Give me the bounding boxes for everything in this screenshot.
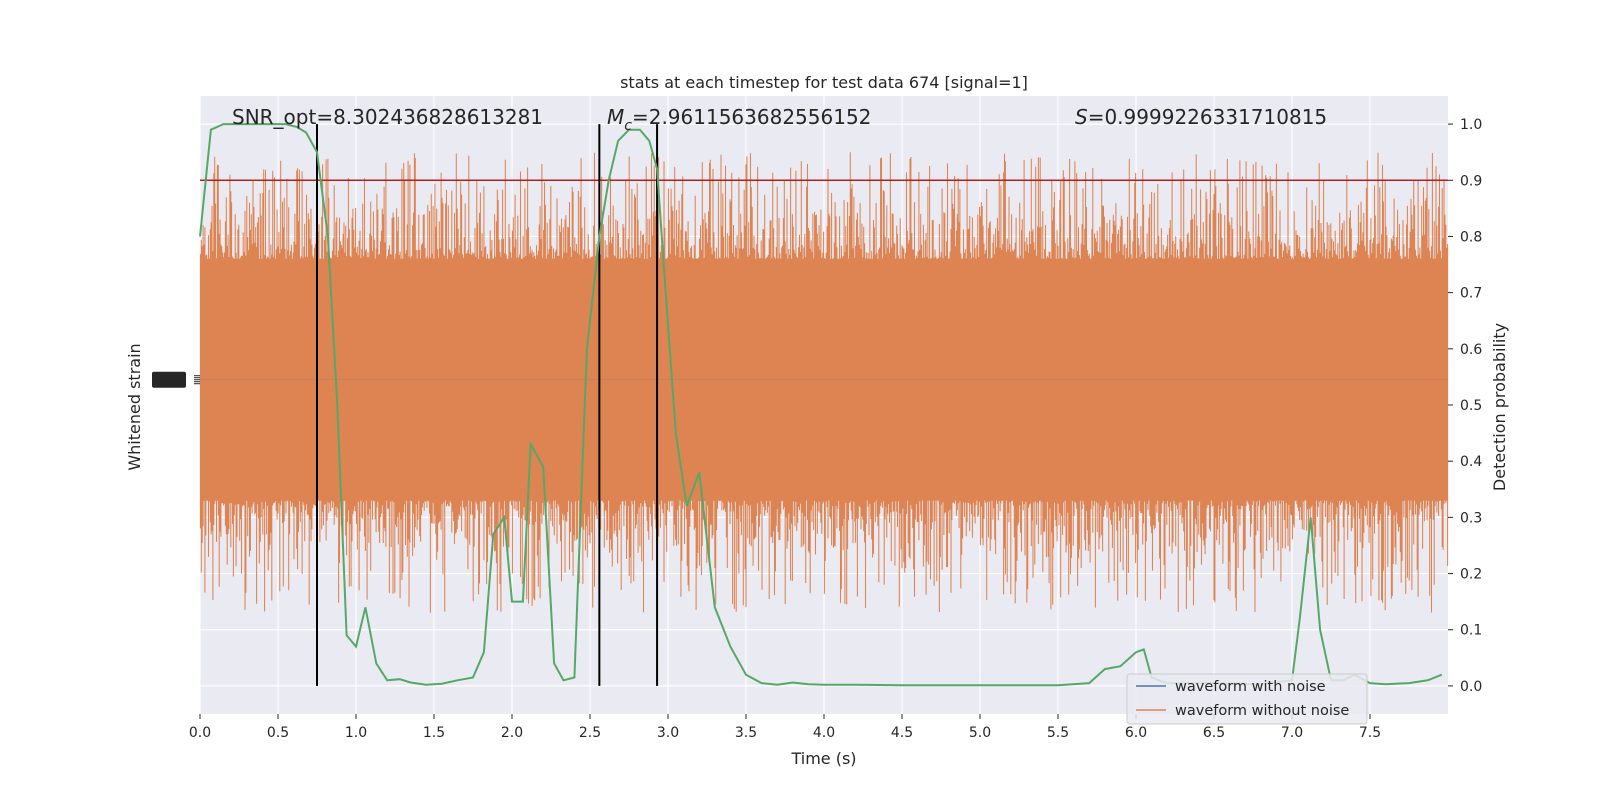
- y-tick-label-right: 0.6: [1460, 342, 1482, 358]
- x-tick-label: 2.5: [579, 725, 601, 741]
- axes: 0.0 0.5 1.0 1.5 2.0 2.5 3.0 3.5 4.0 4.5 5.0 5.5 6.0 6…: [189, 117, 1482, 741]
- y-tick-label-right: 0.7: [1460, 286, 1482, 302]
- y-tick-label-right: 0.3: [1460, 510, 1482, 526]
- legend-label-strain: waveform without noise: [1175, 703, 1349, 719]
- y-tick-label-right: 0.0: [1460, 679, 1482, 695]
- y-tick-label-right: 0.5: [1460, 398, 1482, 414]
- x-tick-label: 2.0: [501, 725, 523, 741]
- x-tick-label: 7.5: [1359, 725, 1381, 741]
- y-tick-label-right: 0.4: [1460, 454, 1482, 470]
- y-tick-label-right: 0.1: [1460, 623, 1482, 639]
- chirp-mass-annotation: Mc=2.9611563682556152: [607, 105, 871, 134]
- y-tick-label-right: 0.9: [1460, 173, 1482, 189]
- chirp-mass-value: =2.9611563682556152: [632, 105, 871, 129]
- x-tick-label: 0.5: [267, 725, 289, 741]
- s-value: =0.9999226331710815: [1088, 105, 1327, 129]
- s-symbol: S: [1075, 105, 1088, 129]
- x-axis-label: Time (s): [790, 749, 856, 768]
- y-tick-label-right: 1.0: [1460, 117, 1482, 133]
- x-tick-label: 1.0: [345, 725, 367, 741]
- x-tick-label: 6.5: [1203, 725, 1225, 741]
- x-tick-label: 0.0: [189, 725, 211, 741]
- x-tick-label: 7.0: [1281, 725, 1303, 741]
- x-tick-label: 4.0: [813, 725, 835, 741]
- y-axis-label-left: Whitened strain: [125, 343, 144, 470]
- legend-box: [1126, 673, 1368, 725]
- chart-title: stats at each timestep for test data 674…: [620, 73, 1028, 92]
- legend-label-noise: waveform with noise: [1175, 679, 1326, 695]
- chirp-mass-symbol: M: [607, 105, 624, 129]
- strain-series: [199, 152, 1449, 613]
- x-tick-label: 5.5: [1047, 725, 1069, 741]
- x-tick-label: 6.0: [1125, 725, 1147, 741]
- x-tick-label: 4.5: [891, 725, 913, 741]
- snr-annotation: SNR_opt=8.302436828613281: [232, 105, 543, 129]
- overlapping-left-tick-labels: [152, 371, 186, 388]
- x-tick-label: 3.5: [735, 725, 757, 741]
- x-tick-label: 3.0: [657, 725, 679, 741]
- y-axis-label-right: Detection probability: [1490, 323, 1509, 491]
- s-annotation: S=0.9999226331710815: [1075, 105, 1327, 129]
- left-axis-ticks: [152, 371, 200, 388]
- x-tick-label: 1.5: [423, 725, 445, 741]
- legend: waveform with noise waveform without noi…: [1126, 673, 1368, 725]
- y-tick-label-right: 0.8: [1460, 229, 1482, 245]
- chirp-mass-subscript: c: [624, 118, 632, 134]
- y-tick-label-right: 0.2: [1460, 567, 1482, 583]
- reference-lines: [200, 124, 1448, 686]
- x-tick-label: 5.0: [969, 725, 991, 741]
